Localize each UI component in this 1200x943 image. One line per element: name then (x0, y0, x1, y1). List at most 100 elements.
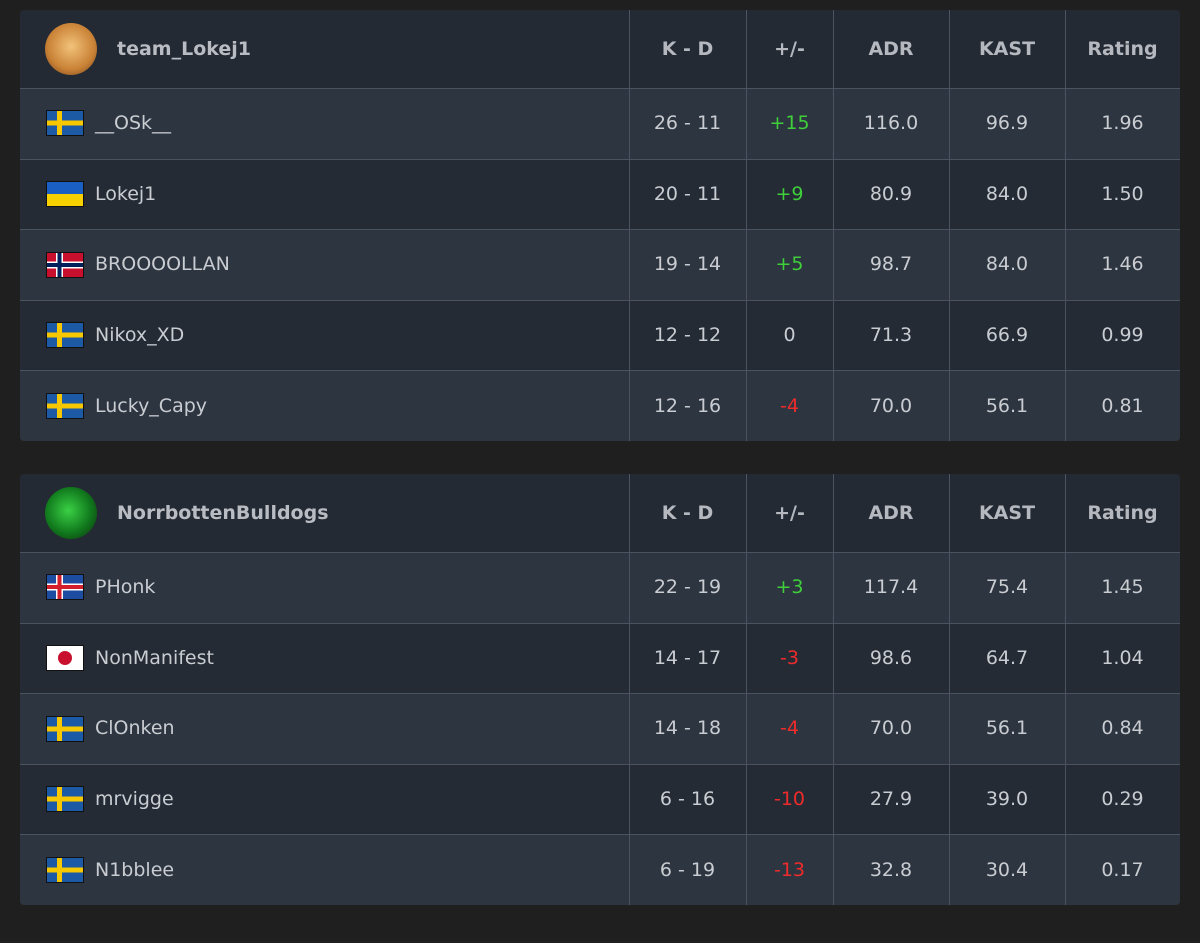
flag-icon (46, 180, 84, 211)
stat-cell: 20 - 11 (653, 182, 722, 205)
flag-icon (46, 644, 84, 675)
player-name: NonManifest (95, 646, 214, 669)
column-header: Rating (1087, 38, 1158, 60)
column-divider (833, 10, 834, 441)
stat-cell: 26 - 11 (653, 112, 722, 135)
row-divider (20, 229, 1180, 231)
stat-cell: 1.96 (1101, 112, 1144, 135)
flag-icon (46, 110, 84, 140)
stat-cell: 117.4 (863, 576, 919, 599)
player-name: Nikox_XD (95, 324, 185, 347)
stat-cell: 116.0 (863, 112, 919, 135)
player-row (20, 88, 1180, 159)
stat-cell: 75.4 (985, 576, 1029, 599)
player-row (20, 834, 1180, 905)
row-divider (20, 299, 1180, 301)
row-divider (20, 763, 1180, 765)
player-name: ClOnken (95, 717, 175, 740)
column-header: ADR (868, 38, 914, 60)
player-row (20, 370, 1180, 441)
stat-cell: 98.6 (869, 646, 913, 669)
stat-cell: 0.81 (1101, 394, 1144, 417)
column-divider (746, 474, 747, 905)
player-name: BROOOOLLAN (95, 253, 230, 276)
stat-cell: 22 - 19 (653, 576, 722, 599)
stat-cell: 84.0 (985, 253, 1029, 276)
player-row (20, 299, 1180, 371)
column-divider (949, 474, 950, 905)
stat-cell: 1.50 (1101, 182, 1144, 205)
stat-cell: 70.0 (869, 394, 913, 417)
row-divider (20, 834, 1180, 836)
stat-cell: -4 (780, 717, 799, 740)
row-divider (20, 622, 1180, 624)
stat-cell: 0.99 (1101, 324, 1144, 347)
player-row (20, 552, 1180, 623)
stat-cell: +9 (775, 182, 804, 205)
stat-cell: 12 - 12 (653, 324, 722, 347)
stat-cell: 6 - 16 (659, 788, 716, 811)
flag (46, 715, 84, 742)
team-name: team_Lokej1 (117, 38, 251, 60)
flag (46, 392, 84, 419)
column-header: KAST (978, 502, 1036, 524)
row-divider (20, 370, 1180, 372)
stat-cell: 80.9 (869, 182, 913, 205)
column-divider (1065, 10, 1066, 441)
stat-cell: 56.1 (985, 717, 1029, 740)
flag-icon (46, 322, 84, 352)
column-divider (949, 10, 950, 441)
stat-cell: 12 - 16 (653, 394, 722, 417)
flag (46, 786, 84, 813)
player-name: N1bblee (95, 858, 175, 881)
stat-cell: 27.9 (869, 788, 913, 811)
flag (46, 180, 84, 207)
stat-cell: 70.0 (869, 717, 913, 740)
column-header: ADR (868, 502, 914, 524)
stat-cell: 14 - 18 (653, 717, 722, 740)
flag (46, 322, 84, 349)
column-header: KAST (978, 38, 1036, 60)
stat-cell: 98.7 (869, 253, 913, 276)
flag-icon (46, 251, 84, 282)
row-divider (20, 158, 1180, 160)
stat-cell: 1.45 (1101, 576, 1144, 599)
stat-cell: 56.1 (985, 394, 1029, 417)
stat-cell: 1.04 (1101, 646, 1144, 669)
column-header: K - D (661, 38, 714, 60)
player-name: mrvigge (95, 788, 174, 811)
stat-cell: -10 (773, 788, 806, 811)
stat-cell: 19 - 14 (653, 253, 722, 276)
team-table: NorrbottenBulldogs K - D +/- ADR KAST Rating P… (20, 474, 1180, 905)
stat-cell: -13 (773, 858, 806, 881)
stat-cell: +15 (769, 112, 810, 135)
stat-cell: 96.9 (985, 112, 1029, 135)
column-header: K - D (661, 502, 714, 524)
stat-cell: 0.17 (1101, 858, 1144, 881)
flag (46, 110, 84, 137)
team-avatar (45, 23, 97, 75)
stat-cell: 6 - 19 (659, 858, 716, 881)
column-header: +/- (774, 502, 805, 524)
stat-cell: 64.7 (985, 646, 1029, 669)
stat-cell: 84.0 (985, 182, 1029, 205)
flag (46, 856, 84, 883)
stat-cell: 71.3 (869, 324, 913, 347)
column-divider (1065, 474, 1066, 905)
flag (46, 644, 84, 671)
player-row (20, 693, 1180, 764)
column-header: Rating (1087, 502, 1158, 524)
stat-cell: 66.9 (985, 324, 1029, 347)
player-row (20, 158, 1180, 230)
flag-icon (46, 856, 84, 887)
column-divider (629, 474, 630, 905)
stat-cell: +5 (775, 253, 804, 276)
stat-cell: +3 (775, 576, 804, 599)
flag-icon (46, 786, 84, 816)
player-row (20, 622, 1180, 694)
team-avatar (45, 487, 97, 539)
player-name: __OSk__ (95, 112, 172, 135)
stat-cell: 0 (783, 324, 796, 347)
stat-cell: -4 (780, 394, 799, 417)
